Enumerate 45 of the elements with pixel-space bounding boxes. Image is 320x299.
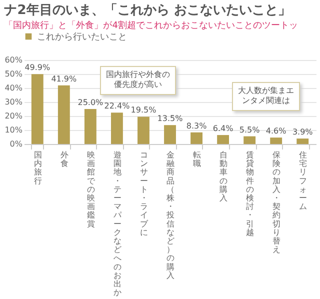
y-tick-label: 30% bbox=[4, 98, 23, 106]
data-label: 13.5% bbox=[157, 114, 184, 124]
category-label: 遊園地・テーマパークなどへのお出か bbox=[113, 150, 122, 298]
bar bbox=[244, 136, 256, 144]
y-tick-label: 40% bbox=[4, 84, 23, 92]
category-label: 賃貸物件の検討・引越 bbox=[246, 150, 254, 237]
data-label: 3.9% bbox=[292, 128, 314, 137]
bar bbox=[138, 116, 150, 144]
data-label: 19.5% bbox=[130, 106, 157, 115]
callout-box: 国内旅行や外食の優先度が高い bbox=[100, 66, 176, 95]
category-label: コンサート・ライブに bbox=[140, 150, 148, 237]
data-label: 4.6% bbox=[266, 126, 287, 136]
bar bbox=[217, 135, 230, 144]
bar bbox=[31, 74, 44, 144]
bar bbox=[164, 125, 176, 144]
chart-title: ナ2年目のいま、「これから おこないたいこと」 bbox=[4, 3, 291, 18]
bar bbox=[270, 138, 282, 144]
data-label: 6.4% bbox=[212, 124, 234, 134]
y-tick-label: 0% bbox=[10, 140, 23, 148]
data-label: 41.9% bbox=[51, 74, 78, 84]
x-tick-label: 住宅リフォーム bbox=[299, 150, 308, 212]
data-label: 22.4% bbox=[104, 102, 130, 111]
data-label: 49.9% bbox=[24, 63, 50, 72]
x-tick-label: 自動車の購入 bbox=[220, 150, 228, 202]
category-label: 金融商品（株・投信など）の購入 bbox=[166, 150, 174, 280]
category-label: 映画館での映画鑑賞 bbox=[86, 150, 95, 228]
chart-subtitle: 「国内旅行」と「外食」が4割超でこれからおこないたいことのツートッ bbox=[4, 20, 298, 31]
y-tick-label: 50% bbox=[4, 70, 23, 78]
bar bbox=[110, 112, 123, 144]
data-label: 25.0% bbox=[78, 98, 104, 107]
x-tick-label: 転職 bbox=[193, 150, 202, 168]
y-tick-label: 10% bbox=[4, 126, 23, 134]
bar bbox=[58, 85, 70, 144]
x-tick-label: 国内旅行 bbox=[34, 150, 42, 186]
category-label: 保険の加入・契約切り替え bbox=[272, 150, 281, 254]
x-tick-label: 外食 bbox=[60, 150, 68, 168]
data-label: 8.3% bbox=[186, 121, 208, 130]
legend-label: これから行いたいこと bbox=[37, 32, 127, 42]
bar bbox=[84, 109, 96, 144]
data-label: 5.5% bbox=[239, 125, 260, 134]
y-tick-label: 60% bbox=[4, 56, 23, 64]
callout-box: 大人数が集まエンタメ関連は bbox=[232, 82, 300, 111]
bar bbox=[296, 138, 309, 144]
y-tick-label: 20% bbox=[4, 112, 23, 120]
bar bbox=[190, 132, 202, 144]
